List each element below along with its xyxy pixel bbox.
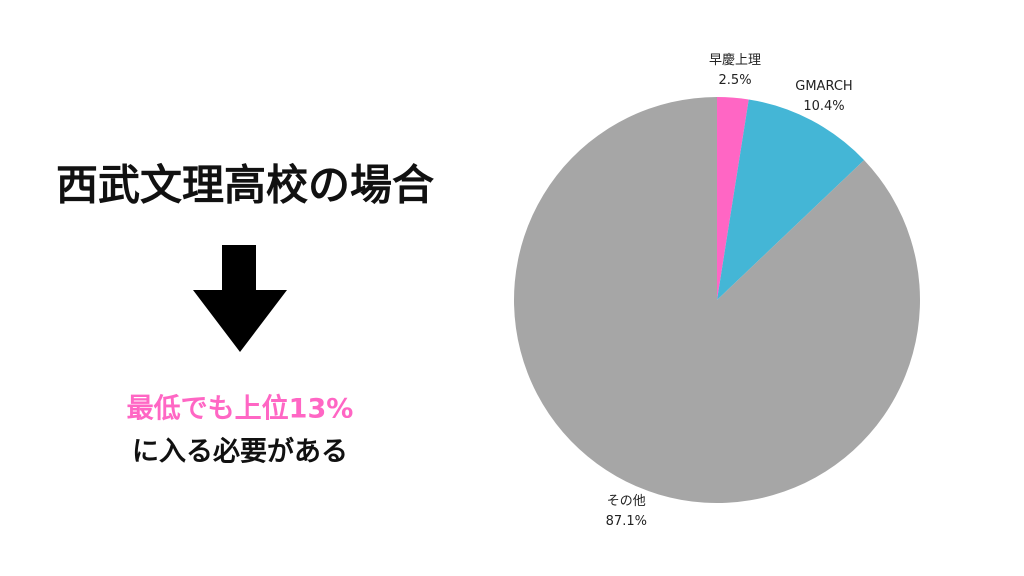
- slice-label: GMARCH: [795, 79, 852, 94]
- pie-slice: [514, 97, 920, 504]
- pie-slice: [717, 99, 865, 300]
- slice-value-label: 87.1%: [606, 514, 647, 529]
- down-arrow: [193, 245, 287, 352]
- highlight-text: 最低でも上位13%: [127, 393, 354, 425]
- sub-text: に入る必要がある: [132, 436, 348, 468]
- slice-label: 早慶上理: [709, 53, 761, 68]
- slice-value-label: 2.5%: [719, 73, 752, 88]
- heading: 西武文理高校の場合: [56, 161, 434, 210]
- slice-value-label: 10.4%: [803, 99, 844, 114]
- pie-slice: [717, 97, 749, 300]
- slice-label: その他: [607, 494, 646, 509]
